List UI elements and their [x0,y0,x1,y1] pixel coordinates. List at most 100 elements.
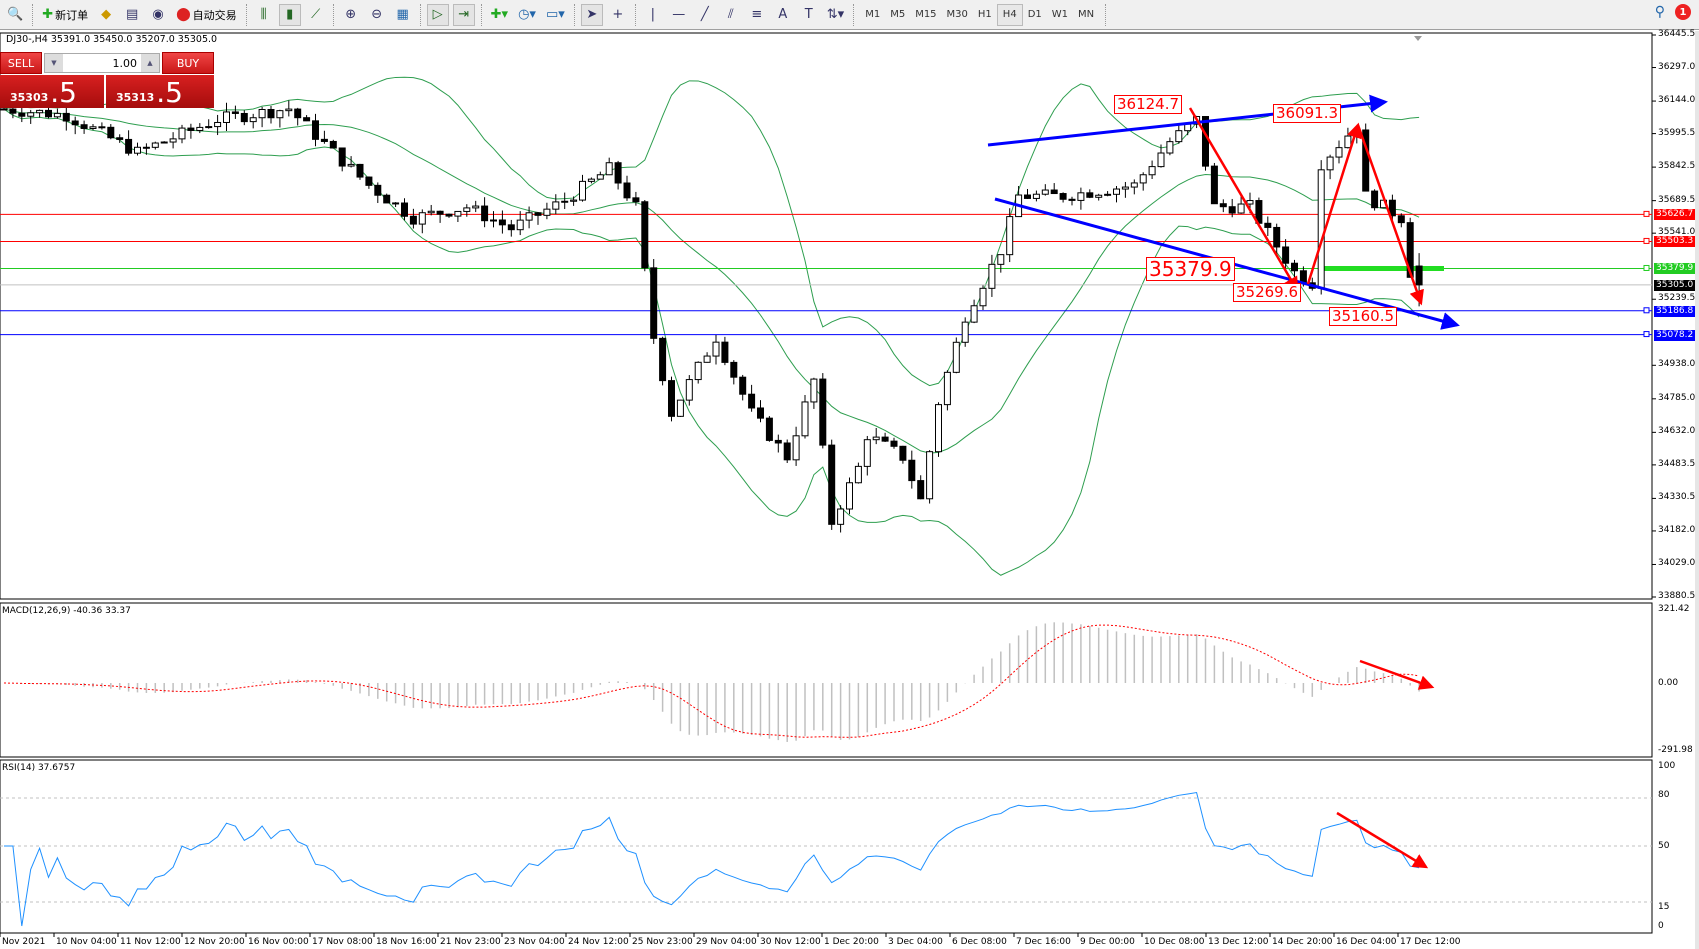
candle-body [409,215,417,225]
candle [801,394,809,439]
separator [245,3,247,26]
candle [1388,194,1396,222]
candle [748,384,756,412]
candle [285,100,293,117]
annotation-label-low-1[interactable]: 35269.6 [1233,283,1302,302]
candle [543,202,551,220]
auto-trading-button[interactable]: ⬤ 自动交易 [176,7,237,22]
crosshair-icon[interactable]: + [612,7,624,22]
lot-increase-icon[interactable]: ▲ [141,54,159,72]
sell-price-button[interactable]: 35303 .5 [0,75,104,108]
auto-scroll-icon[interactable]: ▷ [426,3,449,26]
chart-shift-icon[interactable]: ⇥ [452,3,475,26]
annotation-label-high-2[interactable]: 36091.3 [1273,104,1342,123]
price-axis-label: 34632.0 [1658,426,1696,437]
candle-body [1121,186,1129,190]
candle [294,107,302,126]
sell-button[interactable]: SELL [0,52,42,74]
candle [107,124,115,140]
toolbar-right: ⚲ 1 [1655,4,1691,20]
candle [952,337,960,374]
one-click-trading-panel: SELL ▼ 1.00 ▲ BUY 35303 .5 35313 .5 [0,52,214,108]
zoom-out-icon[interactable]: ⊖ [371,7,383,22]
candle-body [676,399,684,417]
annotation-label-high-1[interactable]: 36124.7 [1114,95,1183,114]
candle [890,437,898,449]
candle [668,376,675,422]
zoom-in-icon[interactable]: ⊕ [345,7,357,22]
navigator-icon[interactable]: ▤ [125,7,139,22]
lot-decrease-icon[interactable]: ▼ [45,54,63,72]
annotation-label-low-2[interactable]: 35160.5 [1329,307,1398,326]
candle [356,163,364,180]
candlestick-chart-icon[interactable]: ▮ [278,3,301,26]
arrows-icon[interactable]: ⇅▾ [826,7,845,22]
time-axis-label: 9 Dec 00:00 [1080,937,1135,947]
candle-body [1202,116,1209,167]
vertical-line-icon[interactable]: | [650,7,655,22]
lot-size-input[interactable]: 1.00 [112,56,138,70]
cursor-icon[interactable]: ➤ [580,3,603,26]
price-axis-label: 33880.5 [1658,591,1696,601]
candle [899,445,907,464]
horizontal-line-icon[interactable]: — [672,7,686,22]
bar-chart-icon[interactable]: ⫼ [260,7,267,22]
buy-price-button[interactable]: 35313 .5 [106,75,214,108]
new-order-button[interactable]: ✚ 新订单 [42,7,89,22]
timeframe-m30[interactable]: M30 [946,9,968,20]
timeframe-h1[interactable]: H1 [977,9,992,20]
periods-clock-icon[interactable]: ◷▾ [518,7,536,22]
annotation-label-support[interactable]: 35379.9 [1146,257,1235,281]
timeframe-d1[interactable]: D1 [1027,9,1042,20]
signals-icon[interactable]: ◉ [152,7,164,22]
macd-signal-line [3,624,1420,738]
notification-badge[interactable]: 1 [1675,4,1691,20]
tile-windows-icon[interactable]: ▦ [396,7,409,22]
candle [605,157,613,176]
candle-body [837,508,845,525]
candle-body [872,436,880,441]
candle-body [463,207,471,212]
candle-body [418,212,426,225]
candle [1344,127,1352,149]
templates-icon[interactable]: ▭▾ [545,7,565,22]
candle-body [1095,194,1103,198]
candle-body [329,140,337,149]
fibonacci-icon[interactable]: ≡ [751,7,763,22]
zoom-tool-icon[interactable]: 🔍 [7,7,24,22]
time-axis-label: 24 Nov 12:00 [568,937,629,947]
candle [1219,199,1227,213]
time-axis-label: 16 Dec 04:00 [1336,937,1397,947]
candle-body [134,146,141,154]
text-icon[interactable]: A [778,7,788,22]
bollinger-upper-line [3,76,1420,387]
candle [312,113,319,147]
text-label-icon[interactable]: T [804,7,813,22]
timeframe-m5[interactable]: M5 [890,9,906,20]
timeframe-w1[interactable]: W1 [1051,9,1068,20]
candle-body [1228,206,1236,214]
candle [765,416,773,442]
candle-body [1210,165,1218,205]
timeframe-mn[interactable]: MN [1078,9,1095,20]
line-chart-icon[interactable]: ⟋ [311,7,321,22]
candle [1130,179,1138,195]
indicators-icon[interactable]: ✚▾ [490,7,509,22]
candle-body [712,341,720,357]
candle-body [62,112,70,122]
timeframe-m1[interactable]: M1 [865,9,881,20]
timeframe-h4[interactable]: H4 [996,3,1023,26]
search-icon[interactable]: ⚲ [1654,4,1665,20]
candle-body [1050,189,1058,195]
price-axis-label: 36445.5 [1658,29,1696,39]
lot-size-stepper[interactable]: ▼ 1.00 ▲ [44,53,160,73]
equidistant-channel-icon[interactable]: ⫽ [727,7,734,22]
timeframe-m15[interactable]: M15 [915,9,937,20]
trendline-icon[interactable]: ╱ [700,7,709,22]
candle [98,122,106,130]
buy-button[interactable]: BUY [162,52,214,74]
rsi-axis-0: 0 [1658,921,1664,931]
chart-symbol-header: DJ30-,H4 35391.0 35450.0 35207.0 35305.0 [6,34,218,45]
market-watch-icon[interactable]: ◆ [101,7,112,22]
